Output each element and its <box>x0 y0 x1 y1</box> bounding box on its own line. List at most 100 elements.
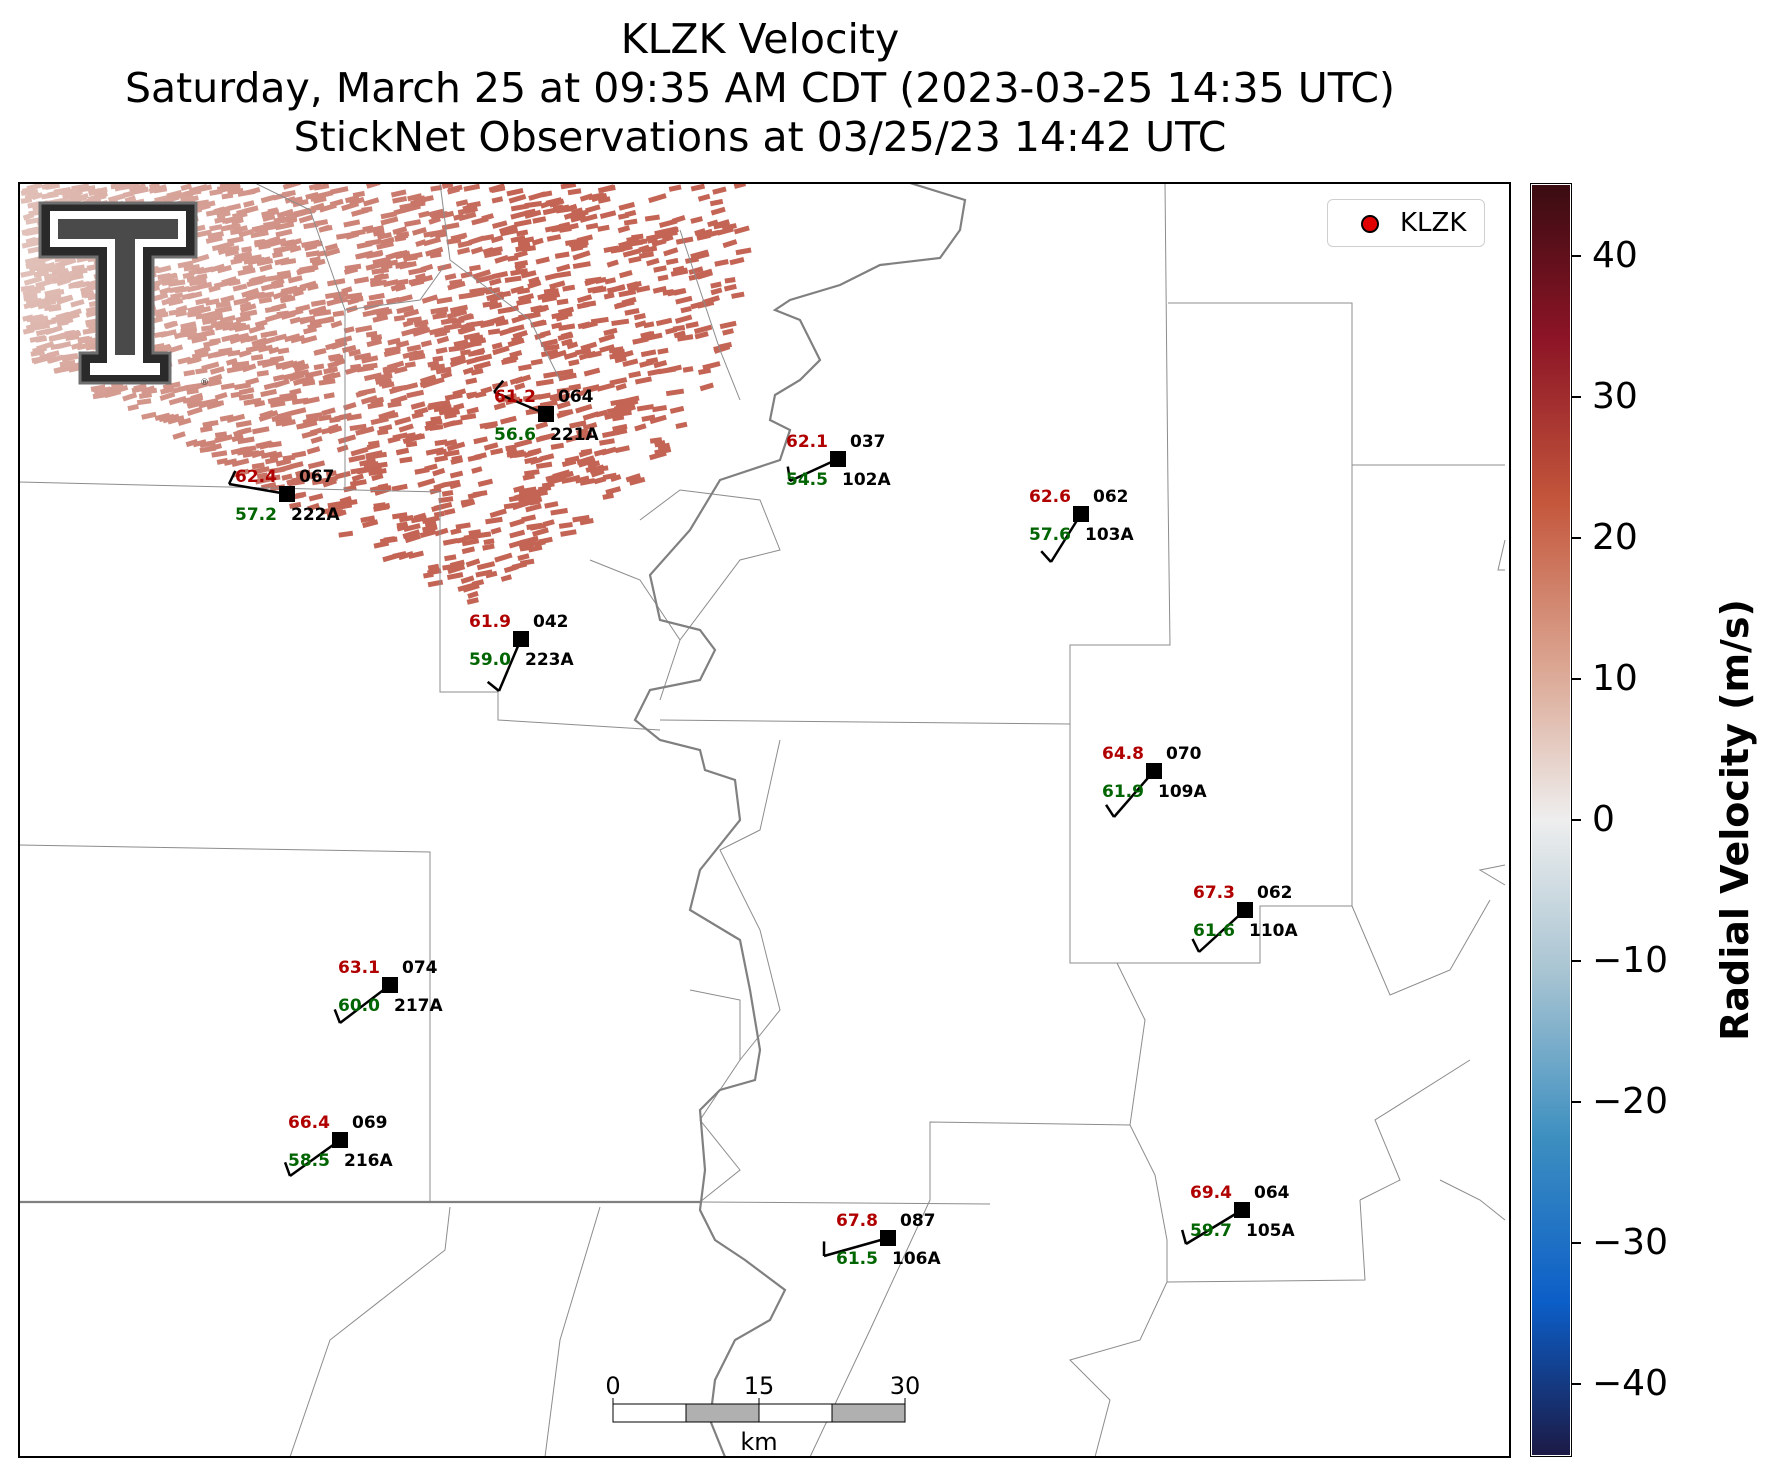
velocity-gate <box>675 421 688 429</box>
velocity-gate <box>430 306 449 315</box>
station-wind-direction: 074 <box>402 958 438 978</box>
velocity-gate <box>370 416 389 426</box>
sticknet-stations: 61.2 064 56.6 221A 62.4 067 57.2 222A 62.1 037 54.… <box>227 379 1298 1269</box>
velocity-gate <box>448 344 465 353</box>
velocity-gate <box>535 378 554 387</box>
station-221a: 61.2 064 56.6 221A <box>493 379 599 445</box>
velocity-gate <box>693 324 713 335</box>
velocity-gate <box>674 314 693 324</box>
velocity-gate <box>597 184 616 194</box>
velocity-gate <box>224 214 242 225</box>
velocity-gate <box>638 244 650 253</box>
velocity-gate <box>365 225 385 234</box>
velocity-gate <box>672 324 686 332</box>
velocity-gate <box>207 232 221 241</box>
velocity-gate <box>485 570 498 579</box>
velocity-gate <box>179 330 198 338</box>
velocity-gate <box>719 320 737 330</box>
velocity-gate <box>357 466 371 475</box>
velocity-gate <box>504 275 522 283</box>
station-wind-direction: 069 <box>352 1113 388 1133</box>
velocity-gate <box>341 201 360 212</box>
velocity-gate <box>320 506 338 515</box>
velocity-gate <box>48 305 62 312</box>
velocity-gate <box>214 434 233 444</box>
velocity-gate <box>544 273 557 281</box>
velocity-gate <box>202 317 217 326</box>
velocity-gate <box>392 195 408 204</box>
velocity-gate <box>449 357 467 368</box>
velocity-gate <box>429 229 444 238</box>
velocity-gate <box>377 232 392 240</box>
velocity-gate <box>307 460 326 470</box>
velocity-gate <box>254 319 268 328</box>
velocity-gate <box>269 237 287 247</box>
velocity-gate <box>489 508 507 518</box>
velocity-gate <box>530 358 543 366</box>
velocity-gate <box>410 515 428 524</box>
velocity-gate <box>57 270 74 281</box>
velocity-gate <box>170 292 184 300</box>
velocity-gate <box>579 517 594 526</box>
velocity-gate <box>177 260 194 269</box>
velocity-gate <box>482 300 499 308</box>
velocity-gate <box>219 315 236 324</box>
velocity-gate <box>657 274 669 282</box>
scale-bar: 0 15 30 km <box>605 1372 920 1456</box>
velocity-gate <box>467 454 482 462</box>
velocity-gate <box>616 409 632 417</box>
velocity-gate <box>241 287 260 298</box>
velocity-gate <box>653 265 667 273</box>
velocity-gate <box>541 190 553 198</box>
velocity-gate <box>482 543 495 551</box>
velocity-gate <box>483 249 502 259</box>
velocity-gate <box>353 276 370 285</box>
velocity-gate <box>663 247 679 257</box>
velocity-gate <box>392 226 408 235</box>
velocity-gate <box>336 444 349 453</box>
wind-barb-shaft <box>823 1236 889 1258</box>
velocity-gate <box>467 590 479 599</box>
velocity-gate <box>372 314 389 323</box>
station-dewpoint: 60.0 <box>338 996 380 1016</box>
velocity-gate <box>298 214 313 224</box>
velocity-gate <box>359 458 377 467</box>
velocity-gate <box>699 382 714 392</box>
velocity-gate <box>405 440 418 448</box>
velocity-gate <box>648 193 667 204</box>
velocity-gate <box>539 399 558 409</box>
velocity-gate <box>572 261 591 270</box>
colorbar-tick <box>1572 395 1581 398</box>
velocity-gate <box>352 190 366 199</box>
station-dewpoint: 54.5 <box>786 470 828 490</box>
velocity-gate <box>44 183 61 191</box>
velocity-gate <box>520 535 539 546</box>
velocity-gate <box>264 313 282 323</box>
velocity-gate <box>259 441 274 450</box>
station-temperature: 61.2 <box>494 387 536 407</box>
station-id: 110A <box>1249 921 1298 941</box>
velocity-gate <box>513 219 532 228</box>
velocity-gate <box>350 446 369 457</box>
velocity-gate <box>76 342 90 351</box>
velocity-gate <box>155 311 169 319</box>
velocity-gate <box>576 427 589 436</box>
velocity-gate <box>475 274 494 284</box>
velocity-gate <box>516 229 529 237</box>
velocity-gate <box>254 291 266 299</box>
map-subtitle-time: Saturday, March 25 at 09:35 AM CDT (2023… <box>125 64 1395 112</box>
velocity-gate <box>528 276 540 285</box>
velocity-gate <box>651 238 667 248</box>
velocity-gate <box>239 309 258 318</box>
velocity-gate <box>603 327 618 336</box>
velocity-gate <box>163 320 176 329</box>
velocity-gate <box>122 190 135 198</box>
velocity-gate <box>30 257 46 265</box>
velocity-gate <box>162 381 181 391</box>
velocity-gate <box>219 205 233 214</box>
velocity-gate <box>396 523 409 532</box>
velocity-gate <box>685 256 700 264</box>
velocity-gate <box>647 368 662 377</box>
velocity-gate <box>568 359 580 367</box>
velocity-gate <box>335 470 351 480</box>
